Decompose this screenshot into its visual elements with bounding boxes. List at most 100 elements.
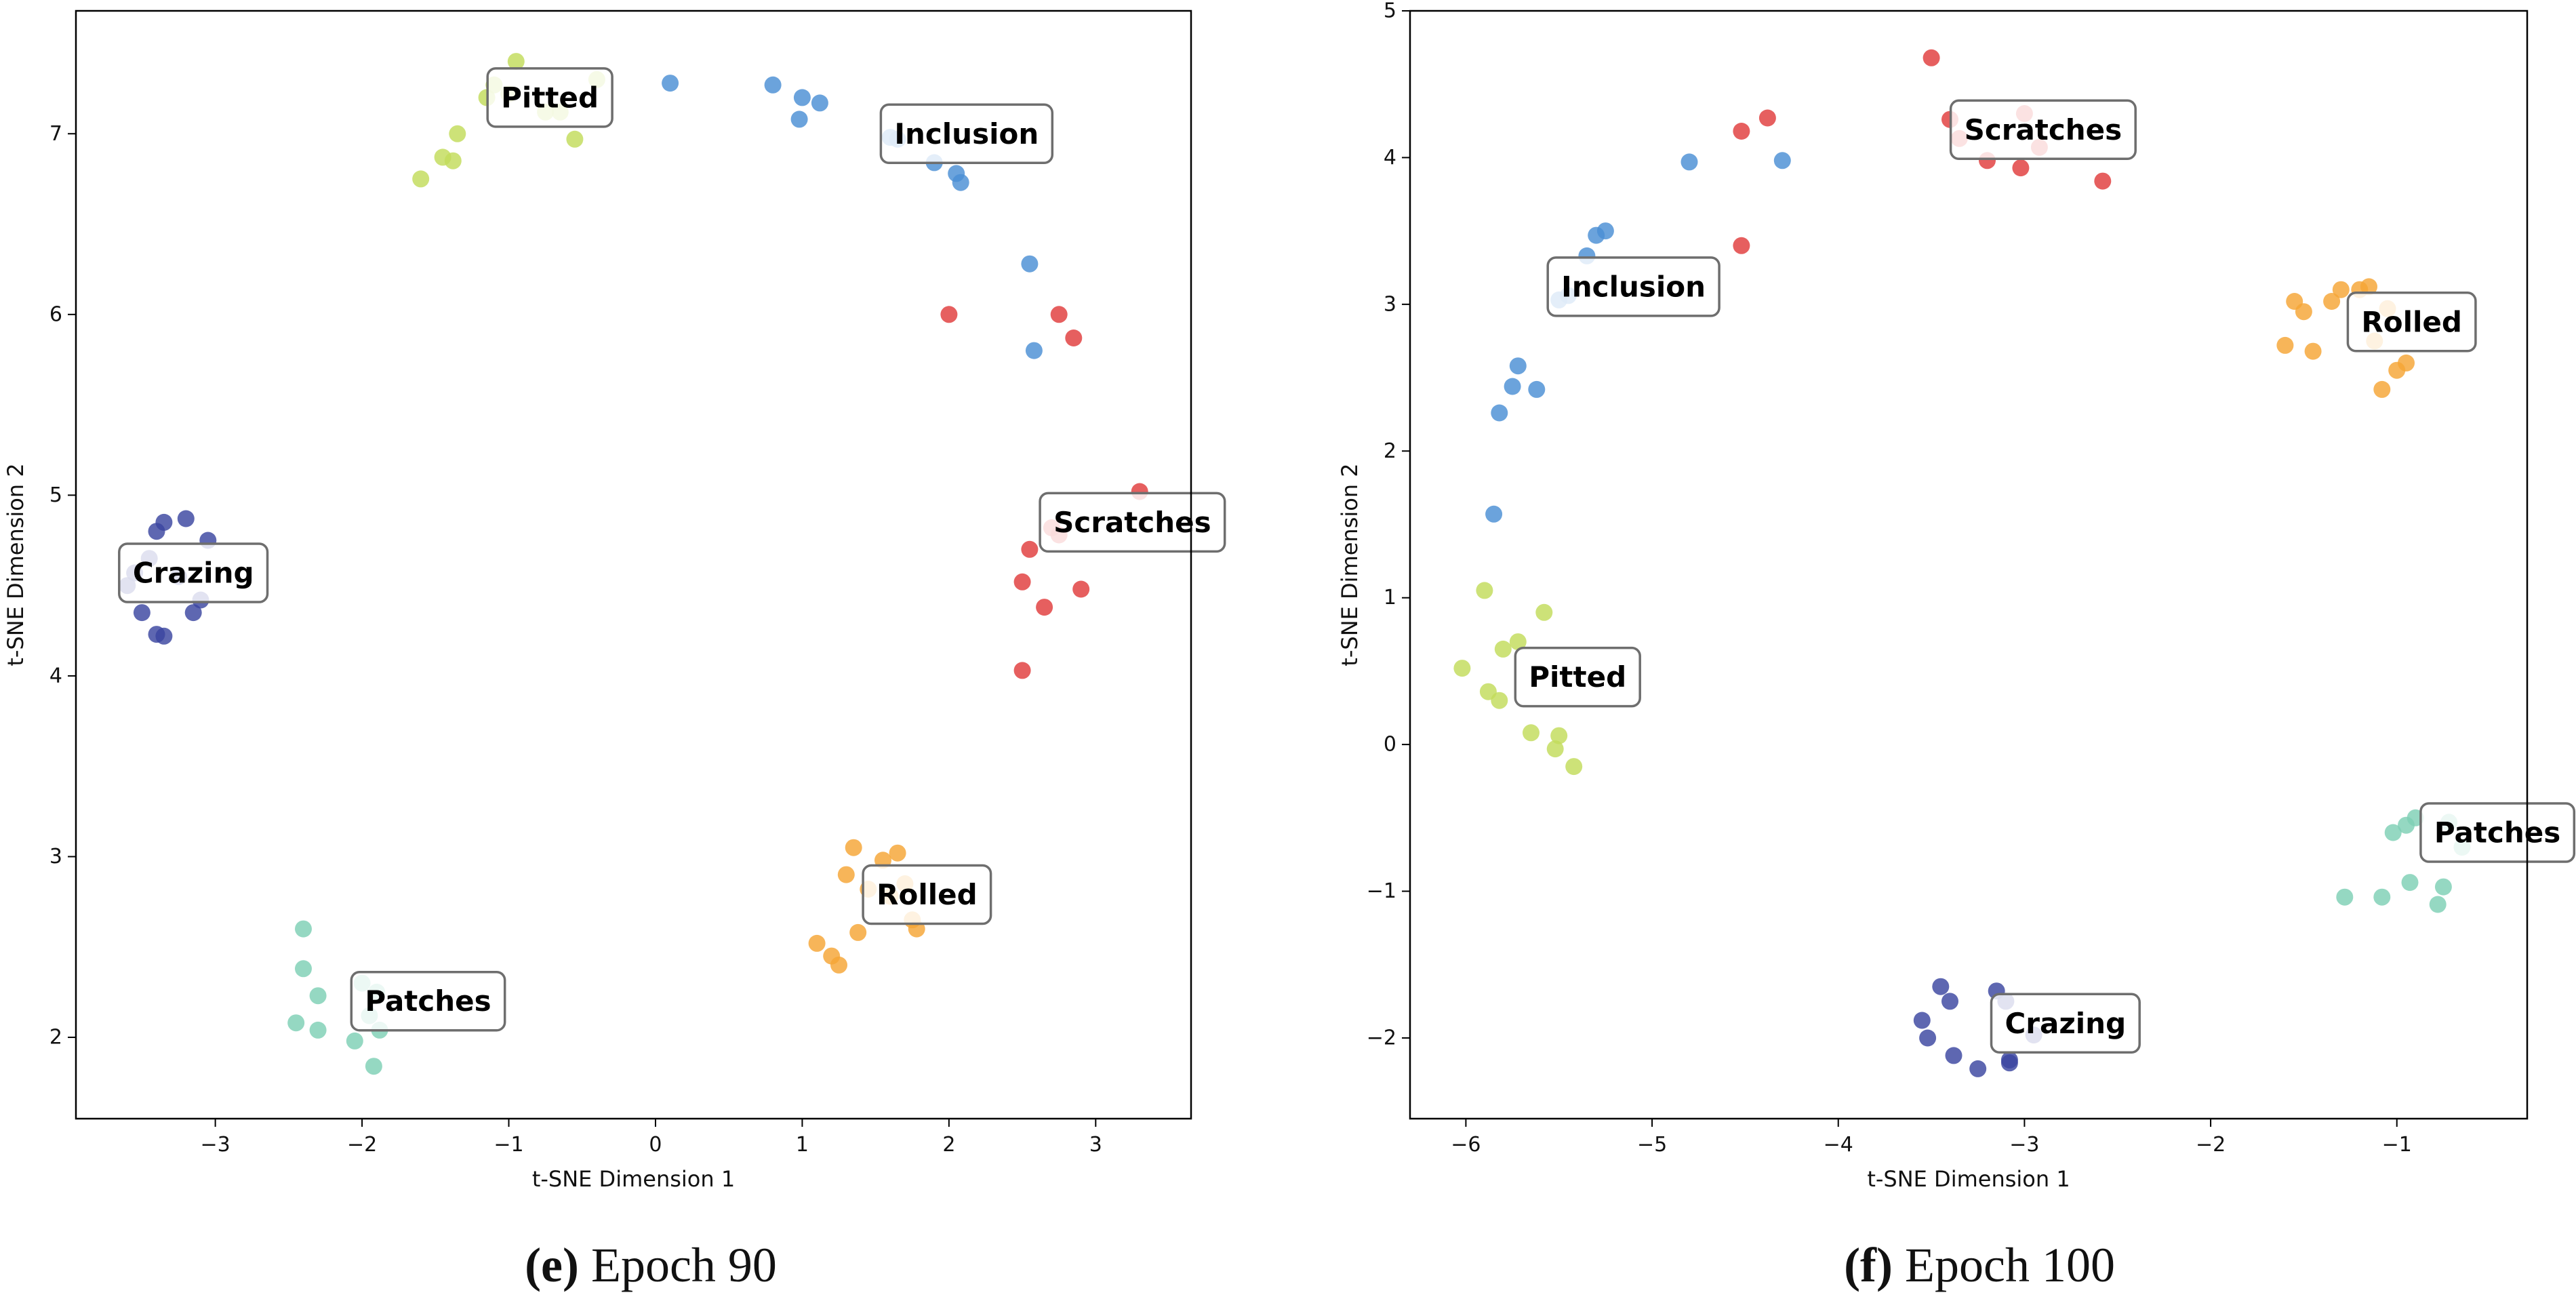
y-ticks-epoch-90: 2 3 4 5 6 7 [49,122,76,1050]
x-tick-label-3: −3 [2009,1133,2039,1157]
x-tick-label-5: −1 [2382,1133,2412,1157]
point-rolled-11 [2388,361,2406,379]
point-inclusion-9 [952,174,969,191]
point-inclusion-4 [811,94,828,112]
cluster-label-box-patches [2419,802,2576,863]
point-inclusion-7 [1509,357,1527,375]
point-pitted-9 [566,130,584,148]
point-rolled-3 [2360,278,2377,296]
x-tick-label-0: −6 [1451,1133,1481,1157]
panel-epoch-100: Scratches Inclusion Rolled Pitted Patches Cra… [1337,0,2576,1292]
cluster-label-box-scratches [1949,99,2137,161]
point-inclusion-2 [790,111,808,128]
caption-letter-e: (e) [525,1238,579,1292]
point-inclusion-10 [1491,404,1508,422]
point-scratches-10 [1733,237,1750,254]
point-patches-2 [309,987,327,1005]
x-tick-label-0: −3 [201,1133,230,1157]
point-patches-7 [2401,874,2419,892]
y-tick-label-5: 7 [49,122,62,146]
cluster-label-pitted: Pitted [486,67,613,128]
cluster-label-patches: Patches [2419,802,2576,863]
point-pitted-6 [507,53,525,71]
y-tick-label-1: 3 [49,845,62,868]
x-tick-label-4: −2 [2196,1133,2226,1157]
x-tick-label-6: 3 [1089,1133,1102,1157]
point-inclusion-11 [1485,505,1503,523]
cluster-label-box-patches [350,970,506,1032]
cluster-label-text-inclusion: Inclusion [894,117,1039,151]
point-rolled-2 [889,844,906,862]
point-scratches-0 [1923,49,1940,66]
y-tick-label-1: −1 [1367,879,1396,903]
cluster-label-text-pitted: Pitted [1529,660,1626,694]
caption-text-epoch-100: Epoch 100 [1893,1238,2115,1292]
point-crazing-2 [133,604,150,622]
point-scratches-2 [1065,329,1083,346]
point-rolled-10 [808,934,826,952]
caption-letter-f: (f) [1844,1238,1893,1292]
point-scratches-7 [1013,573,1031,591]
y-tick-label-6: 4 [1384,146,1396,169]
x-axis-label-epoch-100: t-SNE Dimension 1 [1867,1166,2070,1192]
y-tick-label-2: 0 [1384,733,1396,757]
point-rolled-5 [837,866,855,883]
y-tick-label-0: −2 [1367,1026,1396,1050]
point-inclusion-11 [1025,342,1043,359]
point-crazing-10 [184,604,202,622]
panel-caption-epoch-90: (e) Epoch 90 [525,1238,777,1292]
point-pitted-1 [1535,603,1553,621]
point-patches-9 [365,1058,382,1075]
cluster-label-box-pitted [486,67,613,128]
point-inclusion-0 [1681,153,1698,171]
point-scratches-2 [1758,109,1776,127]
point-crazing-0 [1932,978,1950,995]
point-pitted-4 [1453,660,1471,677]
y-tick-label-7: 5 [1384,0,1396,23]
cluster-label-box-inclusion [879,103,1054,165]
point-pitted-3 [1494,640,1512,658]
cluster-label-box-rolled [862,864,992,925]
cluster-label-text-patches: Patches [2434,816,2560,850]
point-crazing-5 [177,510,195,527]
point-crazing-4 [1913,1012,1931,1029]
point-patches-9 [2429,896,2447,913]
y-tick-label-5: 3 [1384,292,1396,316]
y-tick-label-0: 2 [49,1026,62,1050]
x-tick-label-3: 0 [649,1133,662,1157]
y-tick-label-2: 4 [49,664,62,687]
point-patches-0 [295,920,312,938]
point-pitted-6 [1491,692,1508,709]
cluster-label-box-crazing [1990,993,2141,1054]
x-axis-label-epoch-90: t-SNE Dimension 1 [532,1166,735,1192]
point-crazing-8 [2000,1054,2018,1072]
cluster-label-text-crazing: Crazing [133,557,254,590]
x-tick-label-1: −5 [1637,1133,1667,1157]
caption-text-epoch-90: Epoch 90 [579,1238,777,1292]
point-crazing-9 [155,627,173,645]
cluster-label-box-rolled [2346,292,2477,353]
point-patches-1 [2384,824,2402,841]
cluster-label-rolled: Rolled [2346,292,2477,353]
point-inclusion-9 [1528,380,1546,398]
point-inclusion-1 [1773,152,1791,169]
y-tick-label-3: 1 [1384,586,1396,609]
cluster-label-text-inclusion: Inclusion [1561,270,1706,303]
plot-frame-epoch-90 [75,9,1192,1120]
cluster-label-text-patches: Patches [365,984,491,1018]
cluster-label-box-crazing [118,542,269,603]
point-crazing-5 [1919,1029,1937,1047]
y-tick-label-4: 6 [49,302,62,326]
cluster-label-text-pitted: Pitted [501,81,599,114]
point-pitted-9 [1546,740,1564,758]
point-rolled-5 [2295,303,2312,321]
y-tick-label-4: 2 [1384,439,1396,463]
point-scratches-9 [1036,599,1053,616]
cluster-label-pitted: Pitted [1514,646,1641,708]
point-inclusion-0 [662,75,679,92]
cluster-label-inclusion: Inclusion [1546,256,1720,317]
point-inclusion-1 [764,76,782,94]
point-scratches-1 [1733,123,1750,140]
point-pitted-10 [1565,758,1583,776]
